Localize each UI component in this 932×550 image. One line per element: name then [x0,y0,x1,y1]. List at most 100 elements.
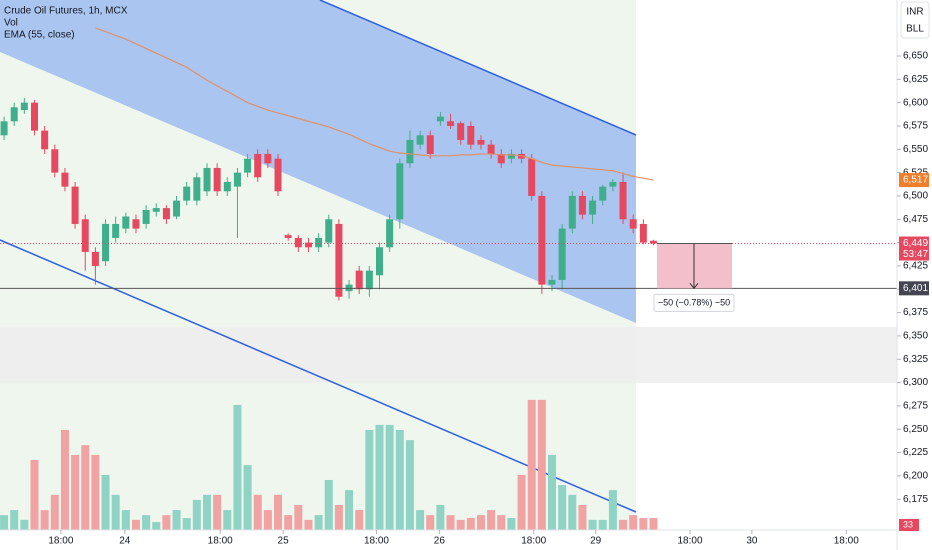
x-tick-label: 18:00 [208,536,233,547]
volume-bar [213,494,222,530]
candle-body [41,130,49,150]
y-tick-label: 6,300 [903,377,928,388]
candle-body [426,135,434,154]
x-tick-label: 29 [590,536,602,547]
volume-bar [365,429,374,530]
currency-box[interactable] [900,1,930,39]
candle-body [325,219,333,243]
session-band [0,327,897,383]
axes: 6,650 6,625 6,600 6,575 6,550 6,525 6,500 6,475… [48,51,929,547]
volume-bar [182,518,191,530]
volume-bar [375,424,384,530]
candle-body [0,121,8,136]
volume-bar [91,454,100,530]
y-tick-label: 6,200 [903,471,928,482]
volume-bar [81,445,90,530]
volume-bar [294,504,303,530]
x-tick-label: 18:00 [48,536,73,547]
volume-bar [274,494,283,530]
candle-body [315,237,323,248]
volume-bar [131,519,140,530]
x-tick-label: 18:00 [364,536,389,547]
volume-bar [30,460,39,530]
y-tick-label: 6,350 [903,331,928,342]
candle-body [599,186,607,201]
volume-bar [446,515,455,530]
volume-bar [0,515,9,530]
volume-bar [203,494,211,530]
candle-body [162,208,170,220]
candle-body [51,149,59,173]
volume-bar [101,474,110,530]
volume-bar [527,399,536,530]
volume-bar [121,510,130,530]
x-tick-label: 30 [746,536,758,547]
volume-bar [345,490,354,530]
volume-bar [142,515,151,530]
volume-bar [405,440,414,530]
volume-bar [598,519,607,530]
volume-bar [40,510,49,530]
candle-body [436,116,444,122]
volume-bar [20,519,29,530]
candle-body [568,195,576,229]
channel-top [319,0,637,136]
candle-body [396,163,404,220]
y-tick-label: 6,275 [903,401,928,412]
volume-bar [395,429,404,530]
price-layer: −50 (−0.78%) −50 [0,27,897,312]
volume-bar [426,515,435,530]
candle-body [193,177,201,201]
candle-body [487,144,495,154]
y-tick-label: 6,525 [903,167,928,178]
candle-body [497,153,505,164]
symbol-title: Crude Oil Futures, 1h, MCX [4,6,128,17]
candle-body [132,219,140,229]
volume-badge [899,519,919,531]
volume-bar [355,510,364,530]
x-tick-label: 18:00 [521,536,546,547]
price-badge [899,236,929,261]
volume-bar [416,510,425,530]
ema-badge-label: 6,517 [903,175,928,186]
volume-bar [60,429,69,530]
candle-body [639,223,647,243]
candle-body [183,186,191,201]
candle-body [376,247,383,276]
level-badge [899,281,929,296]
candle-body [31,102,38,131]
candle-body [274,158,282,192]
volume-bar [253,494,262,530]
volume-bar [284,515,293,530]
candle-body [294,237,302,248]
candle-body [284,235,292,238]
candle-body [609,181,617,187]
y-tick-label: 6,625 [903,74,928,85]
x-tick-label: 18:00 [834,536,859,547]
volume-bar [436,504,445,530]
y-tick-label: 6,375 [903,307,928,318]
candle-body [578,195,586,215]
y-tick-label: 6,575 [903,121,928,132]
candle-body [142,209,150,224]
position-label-box [653,293,735,312]
candle-body [416,135,424,145]
candle-body [81,219,89,252]
volume-bar [588,519,597,530]
candle-body [467,125,475,145]
volume-bar [487,510,496,530]
candle-body [71,186,79,224]
position-label: −50 (−0.78%) −50 [658,298,730,308]
currency[interactable]: INR [906,7,923,18]
y-tick-label: 6,475 [903,214,928,225]
candle-body [213,167,221,192]
y-tick-label: 6,600 [903,97,928,108]
candle-body [122,216,130,229]
candle-body [20,102,28,111]
x-tick-label: 24 [119,536,131,547]
unit[interactable]: BLL [906,24,924,35]
candle-body [386,219,394,248]
volume-bar [649,518,658,530]
